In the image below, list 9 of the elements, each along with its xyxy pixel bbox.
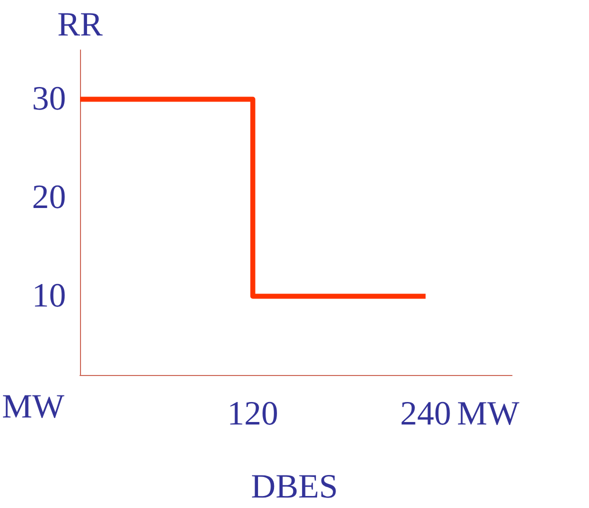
y-tick-label: 10 <box>32 278 66 315</box>
y-tick-label: 20 <box>32 179 66 216</box>
y-axis-title: RR <box>57 6 103 44</box>
text: DBES <box>251 468 338 506</box>
x-axis-title: MW <box>457 396 520 432</box>
text: MW <box>2 388 66 426</box>
x-tick-label: 120 <box>227 396 278 432</box>
x-tick-label: 240 <box>400 396 452 432</box>
y-tick-label: 30 <box>32 80 66 118</box>
